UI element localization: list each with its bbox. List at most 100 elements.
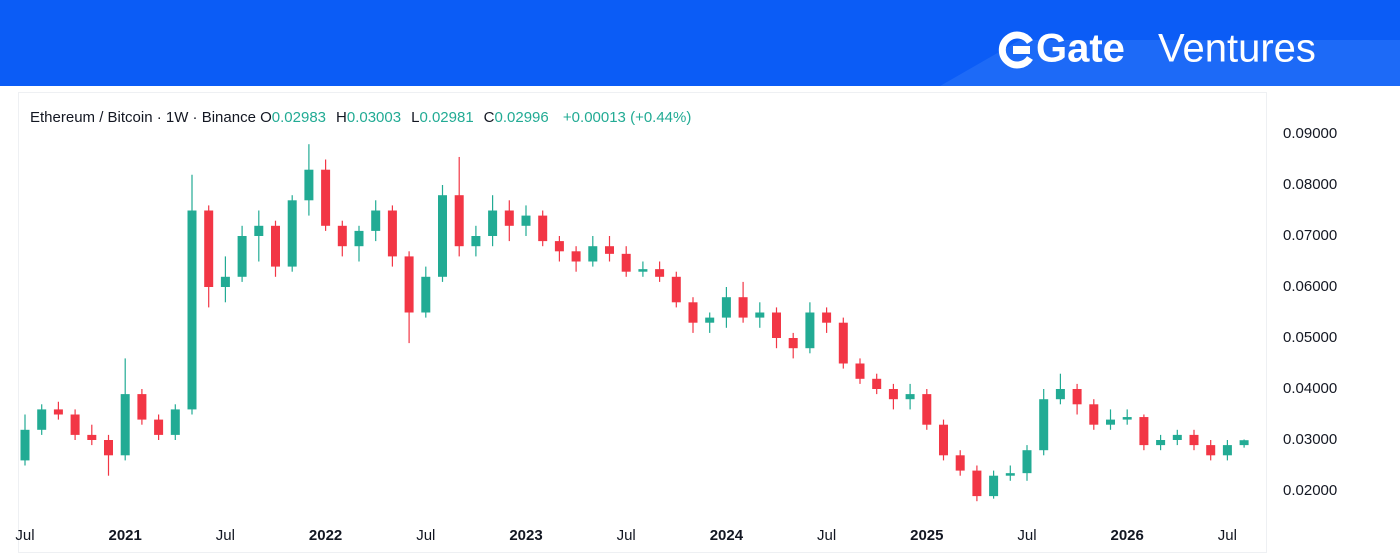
candle-body xyxy=(354,230,364,247)
candle-body xyxy=(1106,419,1115,425)
x-tick-label: Jul xyxy=(1017,527,1036,544)
candle-body xyxy=(855,363,865,379)
candle-body xyxy=(671,276,681,303)
x-tick-label: Jul xyxy=(817,527,836,544)
legend: Ethereum / Bitcoin · 1W · Binance O 0.029… xyxy=(30,109,701,126)
y-tick-label: 0.03000 xyxy=(1283,431,1337,448)
x-tick-label: 2021 xyxy=(109,527,142,544)
candle-body xyxy=(337,225,347,247)
candle-body xyxy=(805,312,815,349)
candle-body xyxy=(1156,440,1166,446)
candle-body xyxy=(939,424,948,456)
candle-body xyxy=(1206,445,1216,456)
candle-body xyxy=(371,210,381,231)
logo-icon xyxy=(998,31,1033,69)
candle-body xyxy=(705,317,715,323)
x-tick-label: 2026 xyxy=(1111,527,1144,544)
candle-body xyxy=(888,389,898,400)
candle-body xyxy=(404,256,414,313)
candle-body xyxy=(170,409,180,435)
candle-body xyxy=(1005,473,1015,476)
candle-body xyxy=(1039,399,1049,451)
candle-body xyxy=(1089,404,1099,425)
candle-body xyxy=(20,429,30,461)
candle-body xyxy=(287,200,297,267)
candle-body xyxy=(271,225,280,267)
banner-decor xyxy=(940,40,1400,86)
candle-body xyxy=(688,302,698,323)
candle-body xyxy=(1122,417,1132,420)
y-tick-label: 0.08000 xyxy=(1283,176,1337,193)
candle-body xyxy=(989,475,999,497)
candle-body xyxy=(488,210,498,236)
symbol: Ethereum / Bitcoin · 1W · Binance xyxy=(30,109,256,126)
candle-body xyxy=(538,215,548,242)
x-tick-label: Jul xyxy=(617,527,636,544)
ohlc-key: C xyxy=(483,109,495,126)
candle-body xyxy=(955,455,965,471)
brand: Gate xyxy=(1036,27,1125,71)
candle-body xyxy=(922,394,932,425)
y-tick-label: 0.02000 xyxy=(1283,482,1337,499)
candle-body xyxy=(1022,450,1032,474)
candle-body xyxy=(237,236,247,277)
candle-body xyxy=(571,251,581,262)
y-tick-label: 0.06000 xyxy=(1283,278,1337,295)
candle-body xyxy=(638,269,648,272)
candle-body xyxy=(838,322,848,364)
x-tick-label: Jul xyxy=(216,527,235,544)
ohlc-key: O xyxy=(260,109,272,126)
candle-body xyxy=(788,338,798,349)
candle-body xyxy=(1139,417,1149,446)
ohlc-key: H xyxy=(336,109,347,126)
candle-body xyxy=(70,414,80,435)
candle-body xyxy=(120,394,130,456)
y-tick-label: 0.05000 xyxy=(1283,329,1337,346)
candle-body xyxy=(421,276,431,313)
y-tick-label: 0.09000 xyxy=(1283,125,1337,142)
candle-body xyxy=(204,210,214,287)
candle-body xyxy=(772,312,781,338)
candle-body xyxy=(37,409,47,430)
candle-body xyxy=(254,225,264,236)
x-tick-label: 2022 xyxy=(309,527,342,544)
candle-body xyxy=(187,210,197,410)
candle-body xyxy=(554,241,564,252)
candle-body xyxy=(905,394,915,400)
candle-body xyxy=(1172,434,1182,440)
candle-body xyxy=(304,169,314,201)
x-tick-label: 2025 xyxy=(910,527,943,544)
candle-body xyxy=(872,378,882,389)
candle-body xyxy=(605,246,614,254)
candle-body xyxy=(1189,434,1199,446)
candle-body xyxy=(53,409,63,415)
candle-body xyxy=(972,470,982,497)
change: +0.00013 (+0.44%) xyxy=(562,109,692,126)
x-tick-label: Jul xyxy=(416,527,435,544)
candle-body xyxy=(621,253,631,272)
plot-frame xyxy=(18,92,1267,553)
candle-body xyxy=(438,195,447,277)
x-tick-label: 2023 xyxy=(509,527,542,544)
candle-body xyxy=(655,269,665,277)
candle-body xyxy=(504,210,514,226)
ohlc-value: 0.02996 xyxy=(494,109,549,126)
candle-body xyxy=(454,195,464,247)
ohlc-value: 0.03003 xyxy=(346,109,402,126)
brand-suffix: Ventures xyxy=(1158,27,1316,71)
candle-body xyxy=(154,419,164,435)
candle-body xyxy=(321,169,331,226)
ohlc-value: 0.02981 xyxy=(419,109,474,126)
candle-body xyxy=(755,312,765,318)
candle-body xyxy=(521,215,531,226)
candle-body xyxy=(588,246,598,262)
candle-body xyxy=(104,440,113,456)
candle-body xyxy=(87,434,97,440)
candle-body xyxy=(1055,389,1065,400)
candle-body xyxy=(1222,445,1232,456)
candle-body xyxy=(137,394,147,420)
candle-body xyxy=(471,236,481,247)
candle-body xyxy=(1239,440,1249,446)
